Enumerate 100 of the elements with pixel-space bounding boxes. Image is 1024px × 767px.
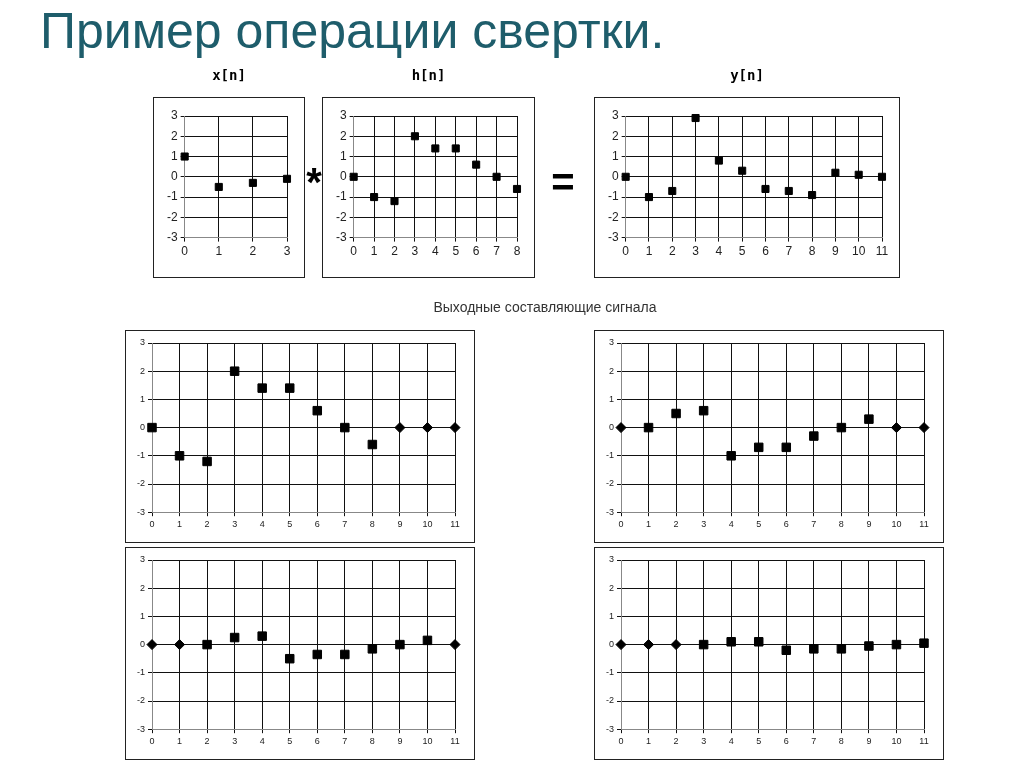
y-tick-label: 0 (608, 422, 614, 433)
y-tick-label: 2 (608, 365, 614, 376)
point (726, 451, 736, 461)
point (714, 156, 723, 165)
point (726, 637, 736, 647)
text: * (305, 159, 323, 205)
x-tick-label: 3 (701, 519, 707, 530)
x-tick-label: 9 (866, 519, 872, 530)
x-tick-label: 9 (397, 519, 403, 530)
text: Выходные составляющие сигнала (432, 298, 658, 317)
point (784, 186, 793, 196)
point (422, 635, 433, 646)
y-tick-label: 1 (611, 148, 619, 163)
x-tick-label: 2 (673, 736, 679, 747)
x-tick-label: 9 (397, 736, 403, 747)
y-tick-label: 3 (170, 108, 178, 123)
x-tick-label: 3 (411, 244, 419, 259)
text: Пример операции свертки. (40, 2, 666, 61)
x-tick-label: 7 (342, 736, 348, 747)
point (370, 193, 379, 202)
y-tick-label: -2 (136, 695, 145, 706)
point (890, 422, 902, 434)
point (257, 631, 267, 641)
x-tick-label: 5 (287, 736, 293, 747)
y-tick-label: 0 (139, 639, 145, 650)
point (410, 132, 419, 141)
x-tick-label: 4 (259, 519, 265, 530)
y-tick-label: 3 (608, 337, 614, 348)
y-tick-label: -2 (167, 209, 178, 224)
point (340, 422, 350, 433)
y-tick-label: -2 (608, 209, 619, 224)
y-tick-label: 3 (139, 554, 145, 565)
x-tick-label: 4 (715, 244, 723, 259)
point (214, 182, 223, 191)
point (421, 422, 433, 434)
point (202, 456, 212, 467)
y-tick-label: -3 (336, 229, 347, 244)
y-tick-label: -1 (608, 189, 619, 204)
y-tick-label: -2 (136, 478, 145, 489)
point (367, 644, 378, 654)
point (643, 639, 655, 651)
point (831, 168, 840, 177)
point (451, 144, 460, 153)
x-tick-label: 11 (450, 736, 460, 747)
y-tick-label: 3 (611, 108, 619, 123)
x-tick-label: 0 (181, 244, 189, 259)
point (349, 172, 358, 181)
point (738, 166, 747, 175)
x-tick-label: 11 (919, 519, 929, 530)
y-tick-label: 1 (139, 610, 145, 621)
x-tick-label: 8 (513, 244, 521, 259)
y-tick-label: 0 (170, 169, 178, 184)
y-tick-label: -3 (608, 229, 619, 244)
point (512, 184, 522, 193)
x-tick-label: 11 (450, 519, 460, 530)
point (147, 422, 157, 433)
y-tick-label: 1 (170, 148, 178, 163)
y-tick-label: -2 (605, 478, 614, 489)
y-tick-label: -1 (336, 189, 347, 204)
point (284, 653, 295, 664)
point (615, 639, 627, 651)
point (753, 637, 764, 647)
y-tick-label: 0 (608, 639, 614, 650)
point (394, 422, 406, 434)
y-tick-label: -3 (605, 723, 614, 734)
point (390, 197, 399, 206)
point (854, 170, 863, 179)
x-tick-label: 3 (232, 736, 238, 747)
point (257, 383, 267, 393)
point (202, 639, 212, 650)
point (449, 422, 461, 434)
x-tick-label: 7 (785, 244, 793, 259)
x-tick-label: 7 (493, 244, 501, 259)
x-tick-label: 11 (919, 736, 929, 747)
y-tick-label: 2 (139, 582, 145, 593)
point (312, 405, 323, 416)
x-tick-label: 7 (342, 519, 348, 530)
chart-title: x[n] (211, 67, 247, 83)
x-tick-label: 1 (370, 244, 378, 259)
x-tick-label: 10 (891, 736, 902, 747)
y-tick-label: -1 (605, 450, 614, 461)
x-tick-label: 5 (756, 736, 762, 747)
point (367, 439, 378, 450)
y-tick-label: -3 (136, 506, 145, 517)
x-tick-label: 11 (875, 244, 889, 259)
x-tick-label: 2 (668, 244, 676, 259)
point (698, 639, 709, 650)
x-tick-label: 0 (350, 244, 358, 259)
y-tick-label: 0 (139, 422, 145, 433)
y-tick-label: 3 (139, 337, 145, 348)
x-tick-label: 2 (249, 244, 257, 259)
x-tick-label: 8 (808, 244, 816, 259)
point (781, 442, 792, 453)
x-tick-label: 7 (811, 736, 817, 747)
point (284, 383, 295, 393)
point (644, 193, 654, 202)
y-tick-label: -1 (136, 450, 145, 461)
x-tick-label: 5 (287, 519, 293, 530)
x-tick-label: 10 (422, 519, 433, 530)
point (808, 191, 817, 200)
